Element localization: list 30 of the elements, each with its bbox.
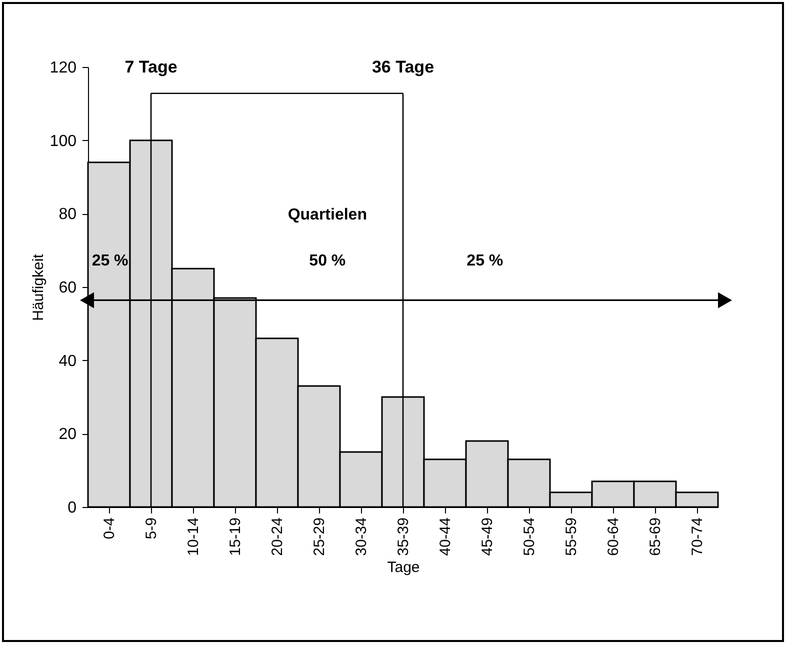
y-tick-label: 120 [50,60,77,76]
x-tick-label: 55-59 [563,518,580,556]
x-tick-label: 50-54 [521,518,538,556]
ref-line-label: 36 Tage [372,57,434,76]
x-tick-label: 35-39 [395,518,412,556]
x-tick-label: 30-34 [353,518,370,556]
y-tick-label: 60 [58,280,77,296]
x-axis-title: Tage [387,558,420,576]
x-tick-label: 65-69 [647,518,664,556]
y-tick-label: 100 [50,132,77,150]
x-tick-label: 0-4 [101,518,118,540]
ref-line-label: 7 Tage [124,57,178,76]
x-tick-label: 70-74 [689,518,706,556]
y-tick-label: 0 [68,500,77,516]
annotation: Quartielen [288,206,367,224]
x-tick-label: 45-49 [479,518,496,556]
annotation: 50 % [309,252,346,270]
y-tick-label: 80 [58,206,77,224]
x-tick-label: 40-44 [437,518,454,556]
x-tick-label: 60-64 [605,518,622,556]
annotation: 25 % [466,252,504,270]
x-tick-label: 25-29 [311,518,328,556]
y-axis-title: Häufigkeit [30,253,47,321]
x-tick-label: 5-9 [143,518,160,540]
x-tick-label: 15-19 [227,518,244,556]
x-tick-label: 10-14 [185,518,202,556]
annotation: 25 % [92,252,128,270]
y-tick-label: 40 [58,352,77,370]
y-tick-label: 20 [58,426,77,444]
x-tick-label: 20-24 [269,518,286,556]
